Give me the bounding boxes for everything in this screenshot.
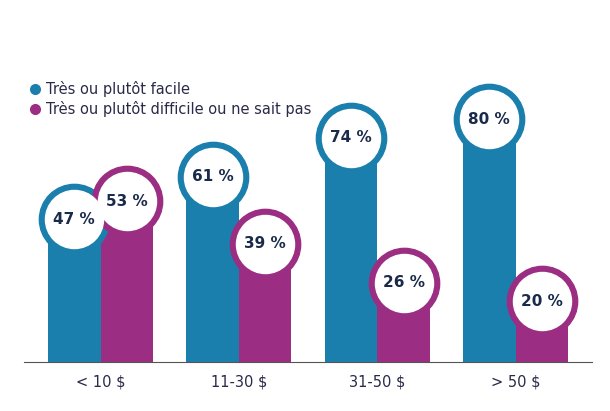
Point — [484, 116, 494, 123]
Point — [122, 198, 132, 204]
Point — [260, 240, 270, 247]
Point — [399, 279, 409, 286]
Text: 39 %: 39 % — [244, 236, 286, 251]
Bar — [101, 201, 153, 362]
Point — [70, 216, 79, 223]
Point — [260, 240, 270, 247]
Text: 20 %: 20 % — [521, 293, 563, 309]
Point — [484, 116, 494, 123]
Point — [399, 279, 409, 286]
Point — [346, 134, 356, 141]
Bar — [463, 120, 515, 362]
Point — [207, 174, 217, 180]
Point — [537, 298, 547, 305]
Text: 74 %: 74 % — [330, 130, 372, 145]
Point — [537, 298, 547, 305]
Text: 47 %: 47 % — [53, 212, 95, 227]
Text: 80 %: 80 % — [468, 112, 510, 127]
Point — [346, 134, 356, 141]
Bar — [377, 283, 430, 362]
Bar — [186, 177, 239, 362]
Point — [207, 174, 217, 180]
Bar — [239, 244, 292, 362]
Text: 26 %: 26 % — [382, 275, 425, 291]
Bar — [48, 219, 101, 362]
Bar — [515, 301, 568, 362]
Bar — [325, 138, 377, 362]
Point — [122, 198, 132, 204]
Point — [70, 216, 79, 223]
Legend: Très ou plutôt facile, Très ou plutôt difficile ou ne sait pas: Très ou plutôt facile, Très ou plutôt di… — [32, 81, 312, 117]
Text: 61 %: 61 % — [192, 169, 234, 185]
Text: 53 %: 53 % — [106, 194, 148, 209]
